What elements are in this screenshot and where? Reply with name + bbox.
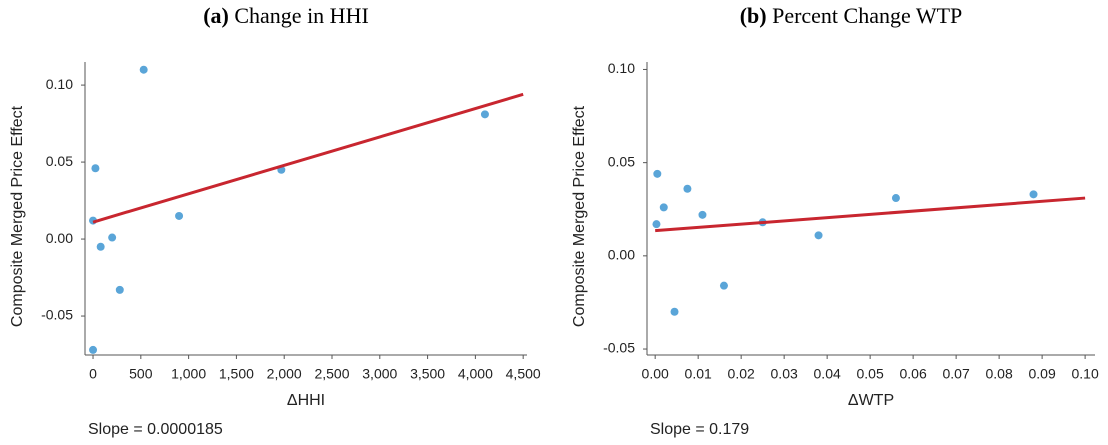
y-tick-label: 0.05	[608, 153, 635, 169]
point	[89, 345, 98, 354]
annotation: Slope = 0.179	[650, 421, 749, 438]
x-tick-label: 2,000	[267, 366, 302, 382]
y-tick-label: -0.05	[41, 307, 73, 323]
x-tick-label: 4,500	[506, 366, 541, 382]
x-tick-label: 0.08	[985, 366, 1012, 382]
annotation: Slope = 0.0000185	[88, 421, 223, 438]
point	[652, 220, 661, 229]
fit-line	[92, 92, 524, 224]
x-tick-label: 0.05	[857, 366, 884, 382]
x-axis-label: ΔHHI	[287, 392, 325, 409]
y-tick-label: 0.00	[608, 247, 635, 263]
point	[91, 164, 100, 173]
point	[698, 210, 707, 219]
y-tick-label: 0.10	[608, 60, 635, 76]
x-tick-label: 0.06	[900, 366, 927, 382]
y-axis-label: Composite Merged Price Effect	[571, 105, 588, 327]
point	[108, 233, 117, 242]
point	[480, 110, 489, 119]
x-tick-label: 3,500	[410, 366, 445, 382]
panel: (a) Change in HHI -0.05 0.00 0.05 0.10 0 500 1,…	[9, 3, 541, 438]
point	[814, 231, 823, 240]
point	[139, 65, 148, 74]
x-tick-label: 0.00	[642, 366, 669, 382]
x-tick-label: 0.10	[1071, 366, 1098, 382]
x-tick-label: 0	[89, 366, 97, 382]
point	[175, 211, 184, 220]
x-tick-label: 0.01	[685, 366, 712, 382]
point	[683, 184, 692, 193]
title-text: Percent Change WTP	[772, 3, 962, 28]
x-tick-label: 0.07	[943, 366, 970, 382]
point	[96, 242, 105, 251]
x-tick-label: 2,500	[314, 366, 349, 382]
x-tick-label: 1,500	[219, 366, 254, 382]
x-tick-label: 4,000	[458, 366, 493, 382]
chart-title: (b) Percent Change WTP	[740, 3, 963, 28]
point	[1029, 190, 1038, 199]
point	[659, 203, 668, 212]
y-tick-label: 0.05	[46, 153, 73, 169]
y-axis-label: Composite Merged Price Effect	[9, 105, 26, 327]
fit-line	[655, 196, 1086, 233]
x-tick-label: 1,000	[171, 366, 206, 382]
y-tick-label: -0.05	[603, 340, 635, 356]
point	[115, 285, 124, 294]
chart-title: (a) Change in HHI	[203, 3, 369, 28]
title-text: Change in HHI	[234, 3, 368, 28]
x-tick-label: 0.03	[771, 366, 798, 382]
x-tick-label: 500	[129, 366, 153, 382]
point	[670, 307, 679, 316]
point	[653, 169, 662, 178]
y-tick-label: 0.00	[46, 230, 73, 246]
point	[891, 194, 900, 203]
panel: (b) Percent Change WTP -0.05 0.00 0.05 0.10 0…	[571, 3, 1099, 438]
panel-label: (b)	[740, 3, 767, 28]
x-tick-label: 0.09	[1028, 366, 1055, 382]
y-tick-label: 0.10	[46, 76, 73, 92]
x-tick-label: 3,000	[362, 366, 397, 382]
point	[719, 281, 728, 290]
x-tick-label: 0.04	[814, 366, 841, 382]
x-tick-label: 0.02	[728, 366, 755, 382]
panel-label: (a)	[203, 3, 229, 28]
x-axis-label: ΔWTP	[848, 392, 894, 409]
